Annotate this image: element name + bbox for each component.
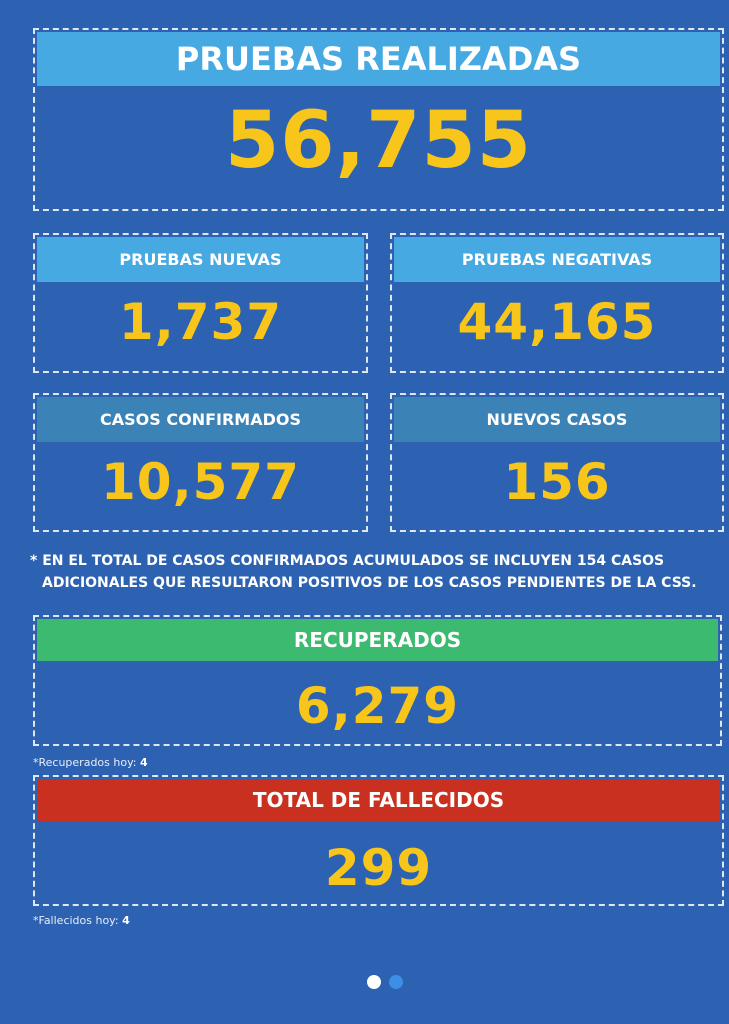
card: PRUEBAS NEGATIVAS 44,165 — [390, 233, 724, 373]
card-title: NUEVOS CASOS — [394, 397, 720, 442]
carousel-dot[interactable] — [367, 975, 381, 989]
card-title: RECUPERADOS — [37, 619, 718, 661]
card-value: 56,755 — [225, 96, 532, 186]
footnote-value: 4 — [122, 914, 130, 927]
card-value: 10,577 — [101, 453, 300, 511]
card-value: 156 — [503, 453, 611, 511]
card-value: 299 — [324, 839, 433, 897]
card-title: PRUEBAS NEGATIVAS — [394, 237, 720, 282]
card-value: 1,737 — [118, 293, 283, 351]
card-value: 6,279 — [295, 677, 460, 735]
card: NUEVOS CASOS 156 — [390, 393, 724, 532]
card-title: CASOS CONFIRMADOS — [37, 397, 364, 442]
card-title: PRUEBAS REALIZADAS — [37, 32, 720, 86]
card: PRUEBAS NUEVAS 1,737 — [33, 233, 368, 373]
card-value: 44,165 — [457, 293, 657, 351]
footnote-label: *Fallecidos hoy: — [33, 914, 119, 927]
recovered-card: RECUPERADOS 6,279 — [33, 615, 722, 746]
note-line: * EN EL TOTAL DE CASOS CONFIRMADOS ACUMU… — [30, 553, 665, 569]
note-line: ADICIONALES QUE RESULTARON POSITIVOS DE … — [42, 575, 697, 591]
footnote-value: 4 — [140, 756, 148, 769]
footnote: *Fallecidos hoy: 4 — [33, 914, 130, 927]
card: CASOS CONFIRMADOS 10,577 — [33, 393, 368, 532]
carousel-dot[interactable] — [389, 975, 403, 989]
card-title: TOTAL DE FALLECIDOS — [37, 779, 720, 821]
footnote-label: *Recuperados hoy: — [33, 756, 137, 769]
card-title: PRUEBAS NUEVAS — [37, 237, 364, 282]
deaths-card: TOTAL DE FALLECIDOS 299 — [33, 775, 724, 906]
footnote: *Recuperados hoy: 4 — [33, 756, 148, 769]
main-card: PRUEBAS REALIZADAS 56,755 — [33, 28, 724, 211]
